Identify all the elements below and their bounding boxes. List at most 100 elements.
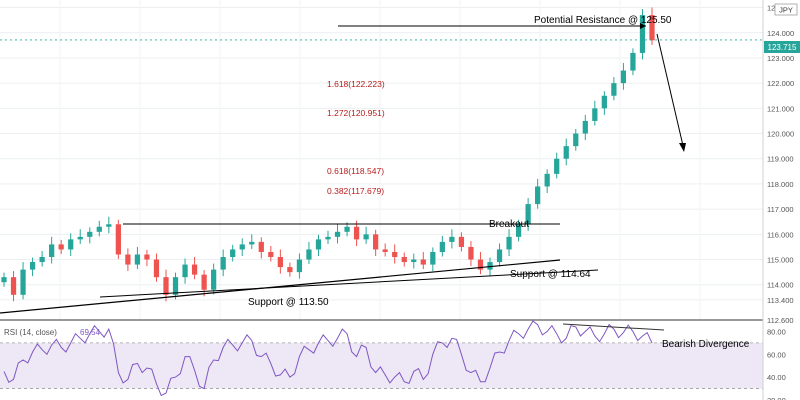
fib-1618-label: 1.618(122.223) <box>327 79 385 89</box>
last-price-value: 123.715 <box>768 43 797 52</box>
support-right-label: Support @ 114.64 <box>510 269 591 280</box>
candle-body <box>268 251 274 258</box>
candle-body <box>563 146 569 159</box>
candle-body <box>153 259 160 278</box>
candle-body <box>1 277 7 283</box>
rsi-band <box>0 342 763 389</box>
fib-1272-label: 1.272(120.951) <box>327 108 385 118</box>
price-tick-label: 113.400 <box>767 296 794 305</box>
projection-arrow-line[interactable] <box>656 33 685 151</box>
candle-body <box>325 236 331 240</box>
candle-body <box>420 259 426 265</box>
candle-body <box>306 249 312 260</box>
candle-body <box>630 52 636 71</box>
price-tick-label: 114.000 <box>767 281 794 290</box>
candle-body <box>468 246 474 260</box>
candle-body <box>58 244 64 250</box>
candle-body <box>106 224 112 227</box>
candle-body <box>220 257 226 270</box>
candle-body <box>10 277 17 295</box>
candle-body <box>287 267 293 273</box>
candle-body <box>230 249 236 258</box>
rsi-indicator-label: RSI (14, close) <box>4 328 57 337</box>
rsi-band-fill <box>0 342 763 389</box>
support-left-label: Support @ 113.50 <box>248 297 329 308</box>
price-tick-label: 121.000 <box>767 104 794 113</box>
candle-body <box>344 226 350 232</box>
candle-body <box>39 257 45 263</box>
candle-body <box>592 108 598 121</box>
candle-body <box>477 259 484 270</box>
candle-body <box>392 251 398 258</box>
candle-body <box>515 224 522 237</box>
candle-body <box>601 95 607 109</box>
candle-body <box>487 262 493 270</box>
rsi-divergence-line[interactable] <box>562 323 665 331</box>
candle-body <box>115 224 121 255</box>
candle-body <box>172 277 179 295</box>
candle-body <box>191 264 198 275</box>
price-tick-label: 116.000 <box>767 230 794 239</box>
rsi-tick-label: 40.00 <box>767 373 786 382</box>
candle-body <box>535 186 541 205</box>
rsi-tick-label: 80.00 <box>767 327 786 336</box>
rsi-tick-label: 60.00 <box>767 350 786 359</box>
price-tick-label: 112.600 <box>767 316 794 325</box>
rsi-axis-ticks: 80.00 60.00 40.00 20.00 <box>767 327 786 400</box>
candle-body <box>134 254 141 265</box>
candle-body <box>144 254 150 260</box>
rsi-last-value: 69.54 <box>80 328 101 337</box>
price-axis-background <box>763 0 800 400</box>
price-tick-label: 122.000 <box>767 79 794 88</box>
candle-body <box>29 262 36 270</box>
candle-body <box>201 274 207 290</box>
candle-body <box>87 231 93 237</box>
candle-body <box>525 204 531 225</box>
candle-body <box>68 239 74 250</box>
candle-body <box>582 120 588 134</box>
rsi-line-group <box>3 320 653 397</box>
candle-body <box>211 269 217 290</box>
candle-body <box>573 133 579 147</box>
candle-body <box>258 241 264 252</box>
candle-body <box>20 269 26 295</box>
candle-body <box>611 83 617 96</box>
resistance-arrowhead-icon <box>640 23 646 29</box>
breakout-label: Breakout <box>489 219 529 230</box>
candle-body <box>401 257 407 263</box>
candle-body <box>430 251 436 265</box>
resistance-label: Potential Resistance @ 125.50 <box>534 15 672 26</box>
last-price-tag <box>764 41 800 53</box>
support-trendline-upper[interactable] <box>99 269 599 298</box>
divergence-label: Bearish Divergence <box>662 339 750 350</box>
candle-body <box>620 70 627 84</box>
candle-body <box>373 234 379 250</box>
candle-body <box>649 15 655 41</box>
rsi-line <box>3 320 653 397</box>
candle-body <box>182 264 188 278</box>
candle-body <box>382 249 388 252</box>
symbol-box[interactable] <box>774 3 798 16</box>
candle-body <box>449 236 455 242</box>
support-trendline-main[interactable] <box>0 259 561 314</box>
candle-body <box>544 173 550 187</box>
candle-body <box>239 244 245 250</box>
price-tick-label: 115.000 <box>767 256 794 265</box>
candle-body <box>496 249 503 263</box>
candle-body <box>296 259 303 273</box>
candle-body <box>315 239 322 250</box>
projection-arrowhead-icon <box>679 143 686 152</box>
price-tick-label: 124.000 <box>767 29 794 38</box>
candle-body <box>639 15 646 53</box>
price-tick-label: 120.000 <box>767 130 794 139</box>
candle-body <box>439 241 445 252</box>
candle-body <box>458 236 465 247</box>
price-tick-label: 119.000 <box>767 155 794 164</box>
price-gridlines <box>0 0 763 321</box>
candle-body <box>49 244 55 258</box>
candle-body <box>554 158 560 174</box>
candle-body <box>249 241 255 245</box>
fib-0618-label: 0.618(118.547) <box>327 166 384 176</box>
price-tick-label: 117.000 <box>767 205 794 214</box>
